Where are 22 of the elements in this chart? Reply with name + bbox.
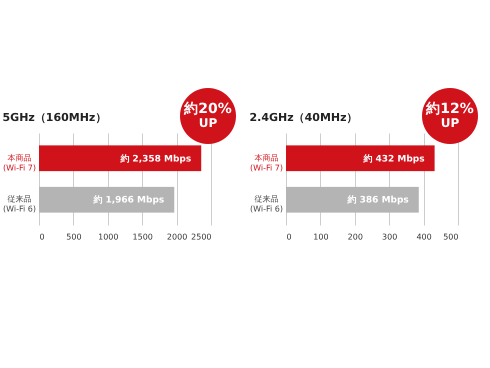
y-tick-label: 本商品 (Wi-Fi 7) [3, 153, 36, 172]
x-tick-label: 2500 [191, 232, 212, 242]
data-label: 約 2,358 Mbps [119, 153, 192, 164]
x-tick-label: 100 [313, 232, 329, 242]
y-tick-label: 従来品 (Wi-Fi 6) [3, 194, 36, 214]
chart-title: 5GHz（160MHz） [2, 111, 106, 124]
x-tick-label: 2000 [166, 232, 188, 242]
x-tick-label: 400 [416, 232, 432, 242]
x-tick-label: 300 [382, 232, 398, 242]
y-tick-label: 従来品 (Wi-Fi 6) [250, 194, 283, 214]
y-tick-label: 本商品 (Wi-Fi 7) [250, 153, 283, 172]
x-tick-label: 200 [348, 232, 363, 242]
x-tick-label: 500 [66, 232, 82, 242]
chart-title: 2.4GHz（40MHz） [250, 111, 358, 124]
data-label: 約 386 Mbps [346, 194, 409, 206]
x-tick-label: 1000 [98, 232, 118, 242]
data-label: 約 432 Mbps [362, 153, 425, 164]
x-tick-label: 0 [40, 232, 45, 242]
x-tick-label: 0 [286, 232, 292, 242]
x-tick-label: 500 [443, 232, 458, 242]
x-tick-label: 1500 [132, 232, 153, 242]
data-label: 約 1,966 Mbps [92, 194, 164, 206]
